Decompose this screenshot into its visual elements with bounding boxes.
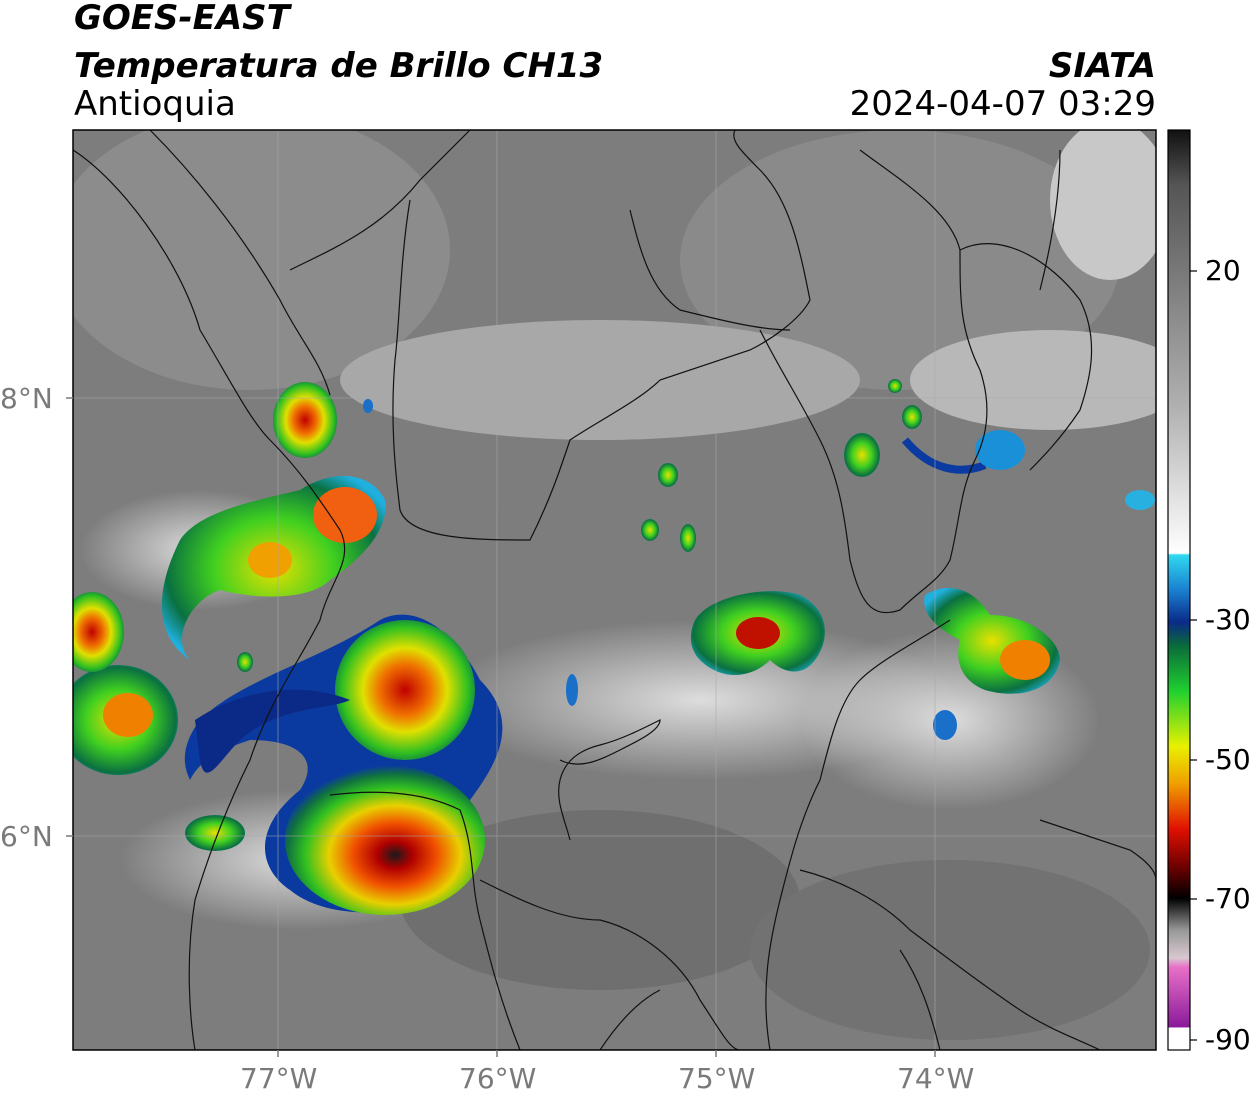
- lon-tick-label: 76°W: [459, 1062, 537, 1095]
- colorbar-label: -90: [1205, 1023, 1251, 1056]
- colorbar: [1167, 129, 1191, 1051]
- region-label: Antioquia: [74, 84, 236, 124]
- agency-label: SIATA: [1048, 46, 1156, 86]
- satellite-title: GOES-EAST: [74, 0, 290, 38]
- administrative-borders: [73, 130, 1156, 1050]
- storm-cell-urab: [273, 382, 337, 458]
- lat-tick-label: 8°N: [0, 382, 53, 415]
- brightness-temperature-field: [73, 130, 1156, 1050]
- colorbar-label: 20: [1205, 254, 1241, 287]
- colorbar-label: -30: [1205, 603, 1251, 636]
- axis-ticks: [66, 397, 936, 1057]
- lon-tick-label: 74°W: [897, 1062, 975, 1095]
- map-frame: [72, 129, 1157, 1051]
- graticule: [73, 130, 1156, 1050]
- colorbar-label: -70: [1205, 882, 1251, 915]
- colorbar-label: -50: [1205, 743, 1251, 776]
- lat-tick-label: 6°N: [0, 820, 53, 853]
- datetime-label: 2024-04-07 03:29: [849, 84, 1156, 124]
- lon-tick-label: 77°W: [240, 1062, 318, 1095]
- product-title: Temperatura de Brillo CH13: [74, 46, 604, 86]
- colorbar-ticks: [1190, 270, 1197, 1041]
- lon-tick-label: 75°W: [678, 1062, 756, 1095]
